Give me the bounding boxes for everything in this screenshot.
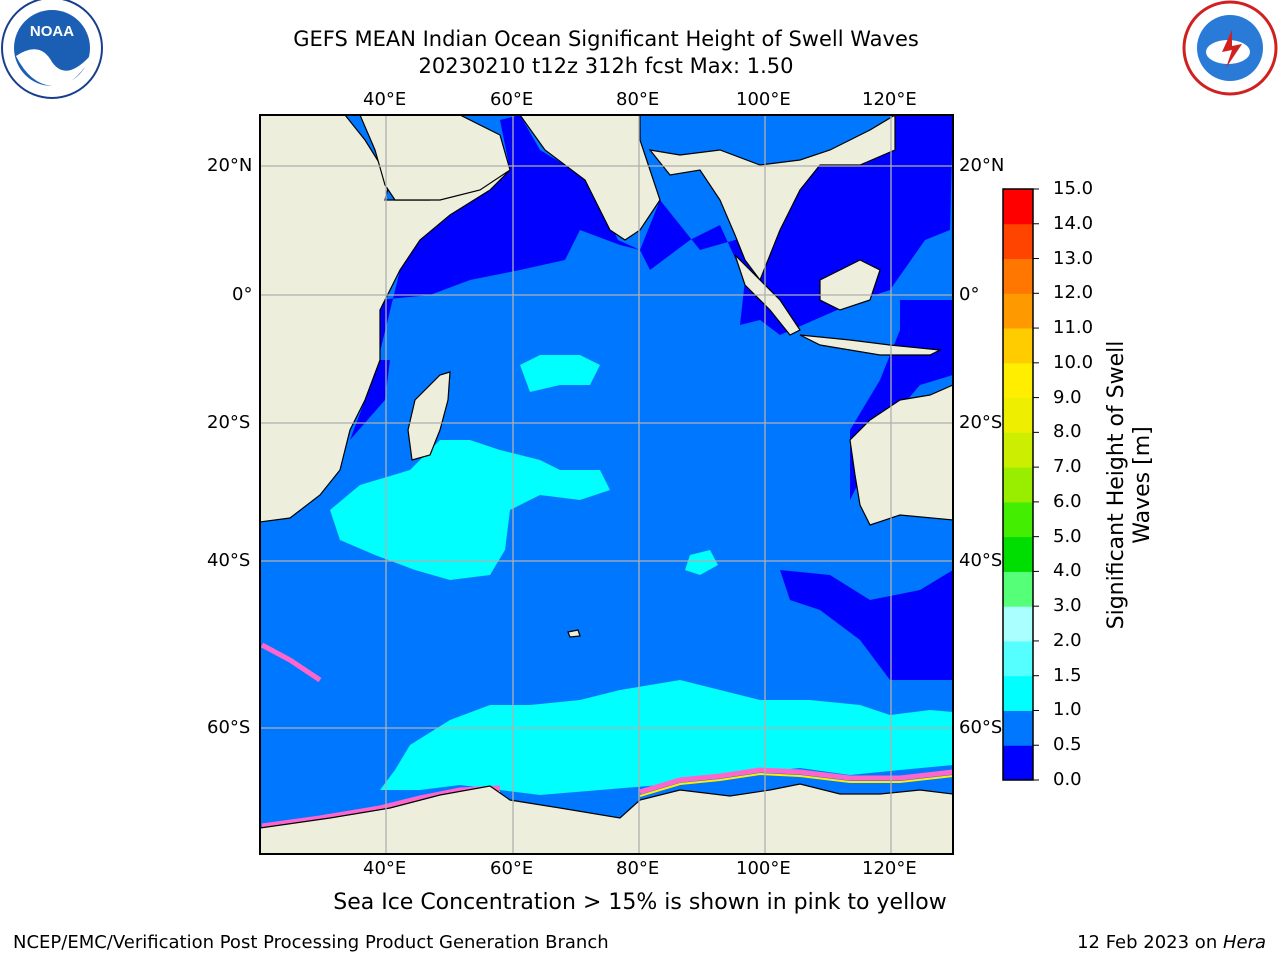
colorbar-swatch: [1003, 571, 1033, 607]
colorbar-tick-label: 5.0: [1053, 525, 1082, 547]
lat-label-left-60s: 60°S: [207, 717, 251, 738]
colorbar-swatch: [1003, 362, 1033, 399]
colorbar-tick-label: 13.0: [1053, 247, 1094, 269]
colorbar-tick-label: 2.0: [1053, 629, 1082, 651]
colorbar-tick-label: 15.0: [1053, 178, 1094, 199]
colorbar-swatch: [1003, 710, 1033, 746]
map-area: [259, 113, 954, 855]
colorbar-tick-label: 0.5: [1053, 734, 1082, 756]
lat-label-right-20n: 20°N: [959, 155, 1005, 176]
lat-label-left-0: 0°: [232, 284, 253, 305]
lon-label-top-100e: 100°E: [736, 89, 791, 110]
colorbar-tick-label: 14.0: [1053, 212, 1094, 234]
colorbar-swatch: [1003, 293, 1033, 329]
colorbar-swatch: [1003, 258, 1033, 294]
lat-label-right-0: 0°: [959, 284, 980, 305]
colorbar-swatch: [1003, 606, 1033, 642]
lat-label-right-40s: 40°S: [959, 550, 1003, 571]
noaa-logo-text: NOAA: [30, 23, 74, 40]
graticule: [260, 115, 953, 854]
colorbar-tick-label: 12.0: [1053, 282, 1094, 304]
sea-ice-caption: Sea Ice Concentration > 15% is shown in …: [333, 890, 947, 915]
lon-label-bottom-40e: 40°E: [363, 858, 407, 879]
noaa-logo: NOAA: [1, 0, 103, 99]
lon-label-bottom-80e: 80°E: [616, 858, 660, 879]
swell-region-1.0-1.5: [330, 355, 953, 795]
colorbar-swatch: [1003, 467, 1033, 503]
colorbar-swatch: [1003, 189, 1033, 225]
map-title: GEFS MEAN Indian Ocean Significant Heigh…: [293, 27, 919, 51]
colorbar-swatch: [1003, 432, 1033, 468]
colorbar-tick-label: 9.0: [1053, 386, 1082, 408]
lat-label-left-20n: 20°N: [207, 155, 253, 176]
colorbar-swatch: [1003, 397, 1033, 433]
lat-label-right-20s: 20°S: [959, 412, 1003, 433]
lon-label-bottom-120e: 120°E: [862, 858, 917, 879]
footer-date: 12 Feb 2023 on Hera: [1077, 932, 1266, 953]
colorbar-swatch: [1003, 675, 1033, 711]
colorbar-label-line2: Waves [m]: [1130, 426, 1155, 544]
colorbar-tick-label: 7.0: [1053, 456, 1082, 478]
colorbar-swatch: [1003, 223, 1033, 260]
lon-label-top-60e: 60°E: [490, 89, 534, 110]
colorbar-swatch: [1003, 328, 1033, 364]
colorbar-swatch: [1003, 501, 1033, 538]
colorbar-tick-label: 11.0: [1053, 317, 1094, 339]
lon-label-bottom-60e: 60°E: [490, 858, 534, 879]
colorbar-tick-label: 6.0: [1053, 490, 1082, 512]
colorbar-tick-label: 4.0: [1053, 560, 1082, 582]
land: [259, 113, 954, 855]
lat-label-left-20s: 20°S: [207, 412, 251, 433]
footer-host: Hera: [1222, 932, 1266, 953]
lat-label-left-40s: 40°S: [207, 550, 251, 571]
lon-label-top-80e: 80°E: [616, 89, 660, 110]
colorbar-tick-label: 8.0: [1053, 421, 1082, 443]
map-subtitle: 20230210 t12z 312h fcst Max: 1.50: [418, 54, 794, 78]
nws-logo: [1182, 0, 1278, 96]
colorbar-swatch: [1003, 640, 1033, 677]
colorbar-label-line1: Significant Height of Swell: [1104, 340, 1129, 630]
colorbar-tick-label: 0.0: [1053, 769, 1082, 790]
lon-label-bottom-100e: 100°E: [736, 858, 791, 879]
lon-label-top-40e: 40°E: [363, 89, 407, 110]
colorbar-tick-label: 3.0: [1053, 595, 1082, 617]
colorbar-tick-label: 1.0: [1053, 699, 1082, 721]
colorbar-tick-label: 1.5: [1053, 664, 1082, 686]
colorbar-swatch: [1003, 536, 1033, 572]
footer-credit: NCEP/EMC/Verification Post Processing Pr…: [13, 932, 609, 953]
lon-label-top-120e: 120°E: [862, 89, 917, 110]
colorbar-swatch: [1003, 745, 1033, 781]
colorbar-tick-label: 10.0: [1053, 351, 1094, 373]
lat-label-right-60s: 60°S: [959, 717, 1003, 738]
colorbar: [1002, 188, 1039, 781]
colorbar-frame: [1002, 188, 1034, 781]
footer-date-text: 12 Feb 2023 on: [1077, 932, 1223, 953]
